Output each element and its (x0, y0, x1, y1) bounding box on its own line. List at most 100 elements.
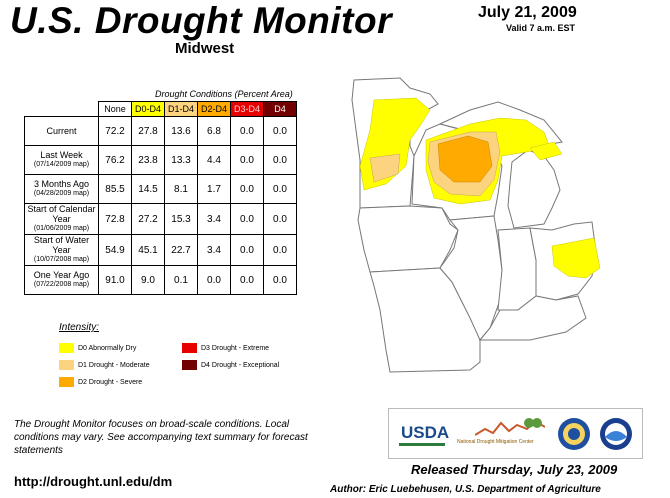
row-label-text: Current (46, 126, 77, 136)
table-row: 3 Months Ago (04/28/2009 map) 85.5 14.5 8… (24, 174, 297, 204)
table-header-row: None D0-D4 D1-D4 D2-D4 D3-D4 D4 (25, 101, 297, 117)
table-row: One Year Ago (07/22/2008 map) 91.0 9.0 0.… (24, 265, 297, 295)
column-header: D3-D4 (230, 101, 264, 117)
d0-area-ohio (551, 237, 601, 279)
region-name: Midwest (175, 40, 235, 57)
legend-label: D2 Drought - Severe (78, 379, 143, 386)
table-cell: 0.0 (263, 145, 297, 175)
ndmc-tree-icon (475, 418, 545, 436)
table-cell: 54.9 (98, 234, 132, 266)
sponsor-logos: USDA National Drought Mitigation Center (388, 408, 643, 459)
legend-swatch (59, 360, 74, 370)
usda-logo: USDA (401, 423, 450, 442)
legend-swatch (59, 377, 74, 387)
legend-label: D3 Drought - Extreme (201, 345, 270, 352)
table-cell: 72.2 (98, 116, 132, 146)
row-label: Start of Water Year (10/07/2008 map) (24, 234, 99, 266)
row-label-sub: (01/06/2009 map) (33, 225, 90, 232)
column-header: D1-D4 (164, 101, 198, 117)
row-label-text: Start of Calendar Year (27, 204, 96, 224)
row-label: 3 Months Ago (04/28/2009 map) (24, 174, 99, 204)
row-label-text: 3 Months Ago (33, 179, 90, 189)
table-cell: 8.1 (164, 174, 198, 204)
table-cell: 14.5 (131, 174, 165, 204)
table-cell: 27.2 (131, 203, 165, 235)
table-cell: 91.0 (98, 265, 132, 295)
row-label-text: One Year Ago (33, 270, 90, 280)
drought-conditions-table: None D0-D4 D1-D4 D2-D4 D3-D4 D4 Current … (24, 101, 297, 295)
illinois (439, 215, 503, 341)
d2-area (437, 135, 493, 183)
table-cell: 4.4 (197, 145, 231, 175)
table-cell: 15.3 (164, 203, 198, 235)
kentucky (478, 295, 587, 341)
legend-label: D4 Drought - Exceptional (201, 362, 280, 369)
column-header: D2-D4 (197, 101, 231, 117)
drought-areas (359, 97, 601, 279)
table-cell: 0.0 (230, 174, 264, 204)
disclaimer-note: The Drought Monitor focuses on broad-sca… (14, 419, 308, 456)
row-label: Last Week (07/14/2009 map) (24, 145, 99, 175)
drought-url[interactable]: http://drought.unl.edu/dm (14, 474, 173, 489)
row-label: Current (24, 116, 99, 146)
table-cell: 9.0 (131, 265, 165, 295)
row-label: Start of Calendar Year (01/06/2009 map) (24, 203, 99, 235)
table-cell: 45.1 (131, 234, 165, 266)
table-row: Start of Water Year (10/07/2008 map) 54.9… (24, 234, 297, 266)
table-cell: 85.5 (98, 174, 132, 204)
table-cell: 0.0 (263, 234, 297, 266)
usda-logo-bar (399, 443, 445, 446)
table-cell: 13.6 (164, 116, 198, 146)
table-cell: 0.1 (164, 265, 198, 295)
column-header: D0-D4 (131, 101, 165, 117)
table-cell: 3.4 (197, 234, 231, 266)
row-label-sub: (07/22/2008 map) (33, 281, 90, 288)
table-cell: 0.0 (230, 265, 264, 295)
map-date: July 21, 2009 (478, 4, 577, 21)
table-cell: 0.0 (230, 145, 264, 175)
michigan-lower (507, 149, 561, 229)
table-cell: 0.0 (230, 203, 264, 235)
table-cell: 0.0 (263, 116, 297, 146)
table-cell: 13.3 (164, 145, 198, 175)
table-cell: 23.8 (131, 145, 165, 175)
table-cell: 0.0 (230, 234, 264, 266)
ndmc-logo: National Drought Mitigation Center (457, 439, 534, 445)
row-label-sub: (04/28/2009 map) (33, 190, 90, 197)
legend-swatch (182, 343, 197, 353)
row-label: One Year Ago (07/22/2008 map) (24, 265, 99, 295)
iowa (357, 205, 459, 273)
table-row: Start of Calendar Year (01/06/2009 map) 7… (24, 203, 297, 235)
map-title: U.S. Drought Monitor (10, 0, 392, 41)
column-header: D4 (263, 101, 297, 117)
table-cell: 76.2 (98, 145, 132, 175)
table-cell: 22.7 (164, 234, 198, 266)
legend-swatch (182, 360, 197, 370)
row-label-text: Last Week (40, 150, 83, 160)
table-cell: 0.0 (197, 265, 231, 295)
row-label-sub: (10/07/2008 map) (33, 256, 90, 263)
table-cell: 0.0 (230, 116, 264, 146)
legend-swatch (59, 343, 74, 353)
legend-label: D0 Abnormally Dry (78, 345, 137, 352)
column-header: None (98, 101, 132, 117)
table-cell: 27.8 (131, 116, 165, 146)
table-row: Last Week (07/14/2009 map) 76.2 23.8 13.3… (24, 145, 297, 175)
d0-area-michigan-up (529, 141, 563, 161)
indiana (497, 227, 537, 311)
author-credit: Author: Eric Luebehusen, U.S. Department… (330, 484, 601, 495)
row-label-sub: (07/14/2009 map) (33, 161, 90, 168)
legend-title: Intensity: (59, 322, 100, 333)
table-cell: 6.8 (197, 116, 231, 146)
table-row: Current 72.2 27.8 13.6 6.8 0.0 0.0 (24, 116, 297, 146)
noaa-logo-icon (600, 418, 632, 450)
d1-area-mn (369, 153, 401, 183)
header-corner (25, 102, 99, 117)
commerce-seal-icon (558, 418, 590, 450)
table-cell: 1.7 (197, 174, 231, 204)
table-cell: 0.0 (263, 265, 297, 295)
legend-label: D1 Drought - Moderate (78, 362, 150, 369)
midwest-drought-map (351, 77, 601, 373)
row-label-text: Start of Water Year (33, 235, 90, 255)
table-cell: 0.0 (263, 203, 297, 235)
